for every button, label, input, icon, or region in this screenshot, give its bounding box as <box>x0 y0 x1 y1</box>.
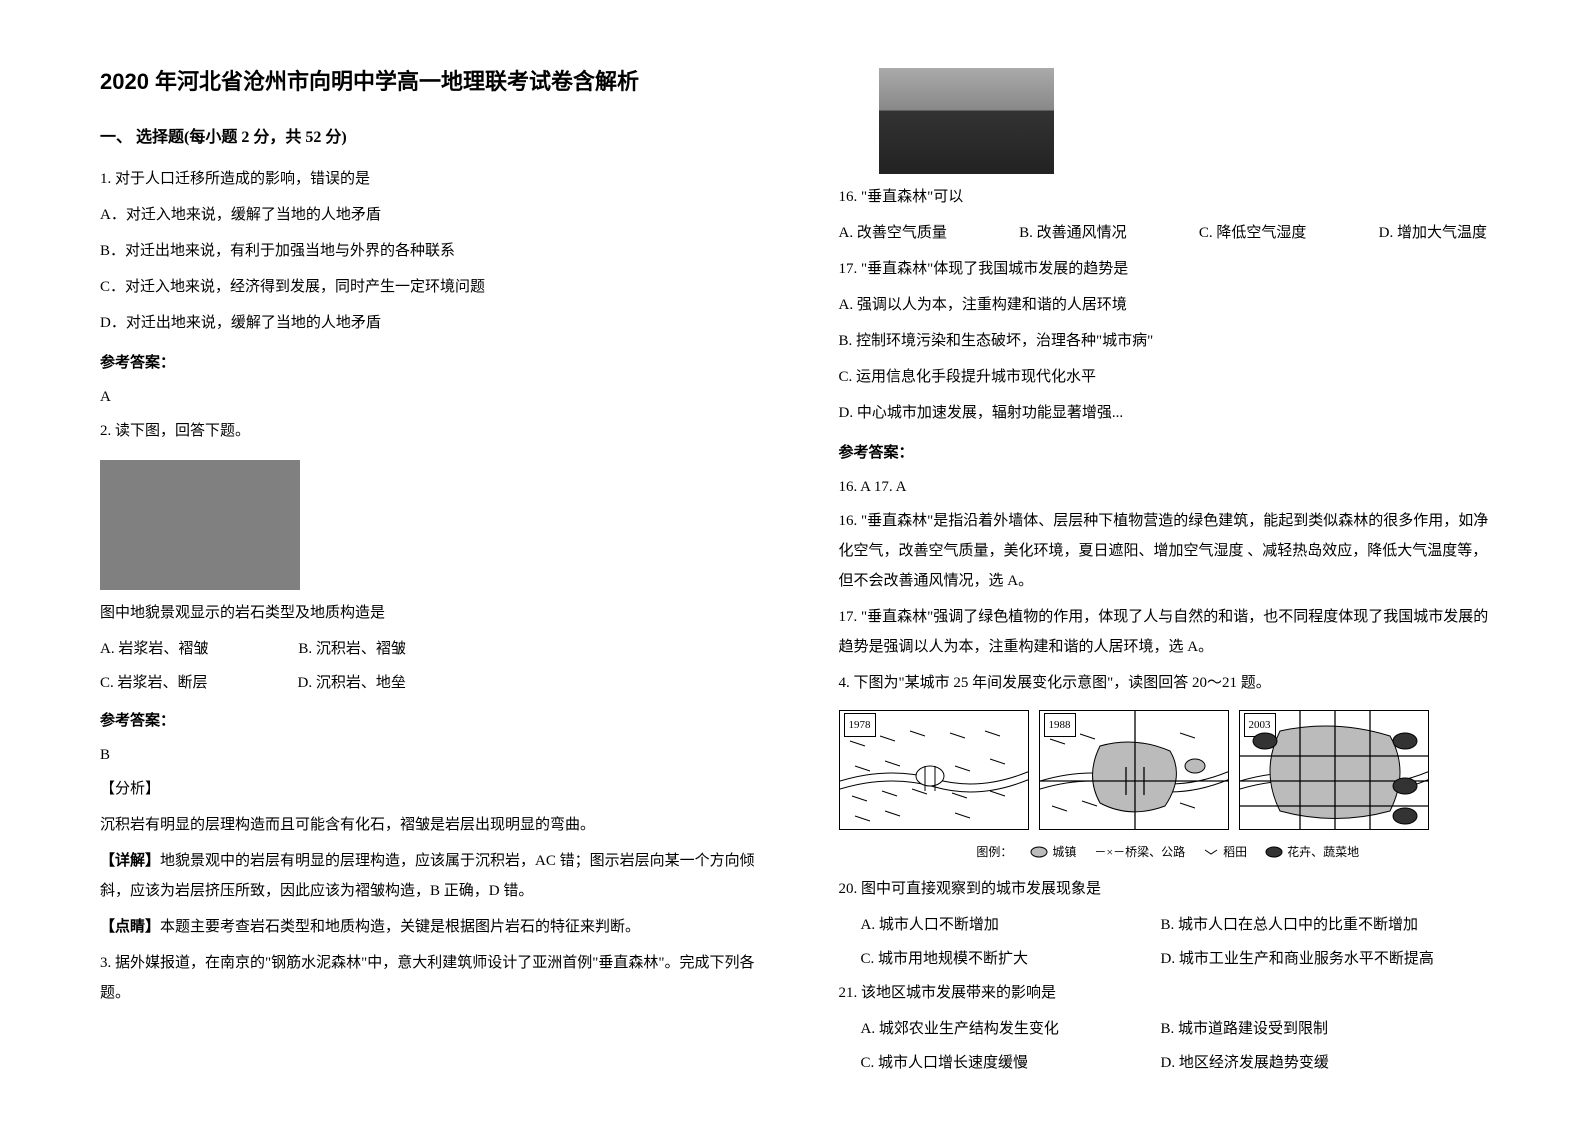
q3-answer-label: 参考答案： <box>839 438 1498 468</box>
q2-answer-label: 参考答案： <box>100 706 759 736</box>
q1-opt-d: D．对迁出地来说，缓解了当地的人地矛盾 <box>100 308 759 338</box>
section-header: 一、 选择题(每小题 2 分，共 52 分) <box>100 122 759 154</box>
q3-exp17: 17. "垂直森林"强调了绿色植物的作用，体现了人与自然的和谐，也不同程度体现了… <box>839 602 1498 662</box>
map-legend: 图例： 城镇 －×－桥梁、公路 稻田 花卉、蔬菜地 <box>839 840 1498 864</box>
q2-stem: 2. 读下图，回答下题。 <box>100 416 759 446</box>
q3-17-d: D. 中心城市加速发展，辐射功能显著增强... <box>839 398 1498 428</box>
legend-veg: 花卉、蔬菜地 <box>1265 840 1359 864</box>
map-1978: 1978 <box>839 710 1029 830</box>
q4-stem: 4. 下图为"某城市 25 年间发展变化示意图"，读图回答 20～21 题。 <box>839 668 1498 698</box>
q1-answer-label: 参考答案： <box>100 348 759 378</box>
q2-detail-label: 【详解】 <box>100 853 160 869</box>
legend-bridge: －×－桥梁、公路 <box>1094 840 1185 864</box>
q4-20-a: A. 城市人口不断增加 <box>861 910 1161 940</box>
q2-opt-a: A. 岩浆岩、褶皱 <box>100 634 208 664</box>
map-2003: 2003 <box>1239 710 1429 830</box>
q1-answer: A <box>100 382 759 412</box>
legend-town: 城镇 <box>1030 840 1076 864</box>
q2-detail: 【详解】地貌景观中的岩层有明显的层理构造，应该属于沉积岩，AC 错；图示岩层向某… <box>100 846 759 906</box>
q3-17-b: B. 控制环境污染和生态破坏，治理各种"城市病" <box>839 326 1498 356</box>
q2-opt-d: D. 沉积岩、地垒 <box>298 668 406 698</box>
q1-opt-a: A．对迁入地来说，缓解了当地的人地矛盾 <box>100 200 759 230</box>
q4-20-stem: 20. 图中可直接观察到的城市发展现象是 <box>839 874 1498 904</box>
q3-16-stem: 16. "垂直森林"可以 <box>839 182 1498 212</box>
map-panels: 1978 1988 <box>839 710 1498 830</box>
q2-tip-label: 【点睛】 <box>100 919 160 935</box>
q2-prompt: 图中地貌景观显示的岩石类型及地质构造是 <box>100 598 759 628</box>
legend-town-label: 城镇 <box>1052 840 1076 864</box>
q2-analysis-label: 【分析】 <box>100 774 759 804</box>
q2-opt-b: B. 沉积岩、褶皱 <box>298 634 406 664</box>
q2-detail-text: 地貌景观中的岩层有明显的层理构造，应该属于沉积岩，AC 错；图示岩层向某一个方向… <box>100 853 755 899</box>
rock-image <box>100 460 300 590</box>
q3-16-c: C. 降低空气湿度 <box>1199 218 1307 248</box>
q1-opt-c: C．对迁入地来说，经济得到发展，同时产生一定环境问题 <box>100 272 759 302</box>
q2-tip: 【点睛】本题主要考查岩石类型和地质构造，关键是根据图片岩石的特征来判断。 <box>100 912 759 942</box>
legend-paddy-label: 稻田 <box>1223 840 1247 864</box>
q3-exp16: 16. "垂直森林"是指沿着外墙体、层层种下植物营造的绿色建筑，能起到类似森林的… <box>839 506 1498 596</box>
q3-16-d: D. 增加大气温度 <box>1379 218 1487 248</box>
legend-veg-label: 花卉、蔬菜地 <box>1287 840 1359 864</box>
q3-16-b: B. 改善通风情况 <box>1019 218 1127 248</box>
q4-21-b: B. 城市道路建设受到限制 <box>1161 1014 1498 1044</box>
q4-20-d: D. 城市工业生产和商业服务水平不断提高 <box>1161 944 1498 974</box>
q4-21-a: A. 城郊农业生产结构发生变化 <box>861 1014 1161 1044</box>
q3-stem: 3. 据外媒报道，在南京的"钢筋水泥森林"中，意大利建筑师设计了亚洲首例"垂直森… <box>100 948 759 1008</box>
q1-opt-b: B．对迁出地来说，有利于加强当地与外界的各种联系 <box>100 236 759 266</box>
q3-16-a: A. 改善空气质量 <box>839 218 947 248</box>
q3-17-a: A. 强调以人为本，注重构建和谐的人居环境 <box>839 290 1498 320</box>
q3-17-stem: 17. "垂直森林"体现了我国城市发展的趋势是 <box>839 254 1498 284</box>
q4-21-c: C. 城市人口增长速度缓慢 <box>861 1048 1161 1078</box>
q2-opt-c: C. 岩浆岩、断层 <box>100 668 208 698</box>
legend-prefix: 图例： <box>976 840 1012 864</box>
page-title: 2020 年河北省沧州市向明中学高一地理联考试卷含解析 <box>100 60 759 104</box>
q4-20-c: C. 城市用地规模不断扩大 <box>861 944 1161 974</box>
legend-paddy: 稻田 <box>1203 840 1247 864</box>
map-1988: 1988 <box>1039 710 1229 830</box>
q4-21-d: D. 地区经济发展趋势变缓 <box>1161 1048 1498 1078</box>
tower-image <box>879 68 1054 174</box>
q4-20-b: B. 城市人口在总人口中的比重不断增加 <box>1161 910 1498 940</box>
q3-17-c: C. 运用信息化手段提升城市现代化水平 <box>839 362 1498 392</box>
q2-tip-text: 本题主要考查岩石类型和地质构造，关键是根据图片岩石的特征来判断。 <box>160 919 640 935</box>
q2-analysis: 沉积岩有明显的层理构造而且可能含有化石，褶皱是岩层出现明显的弯曲。 <box>100 810 759 840</box>
q3-answer: 16. A 17. A <box>839 472 1498 502</box>
q2-answer: B <box>100 740 759 770</box>
q4-21-stem: 21. 该地区城市发展带来的影响是 <box>839 978 1498 1008</box>
q1-stem: 1. 对于人口迁移所造成的影响，错误的是 <box>100 164 759 194</box>
